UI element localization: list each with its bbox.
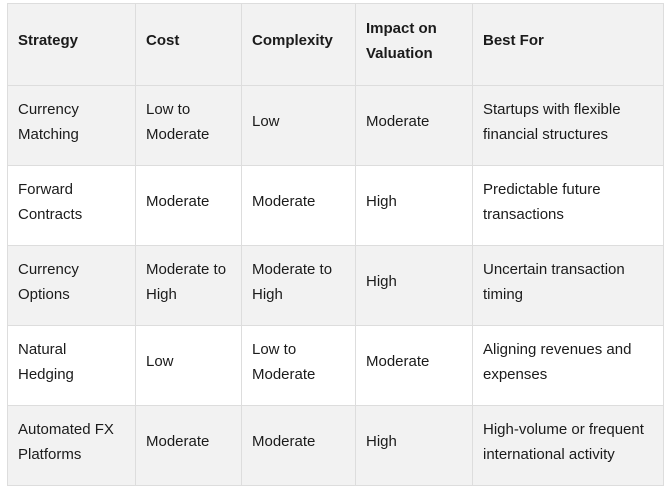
table-row: Currency Options Moderate to High Modera…: [7, 245, 664, 326]
column-header-strategy: Strategy: [7, 3, 136, 86]
table-cell: High: [355, 165, 473, 246]
table-cell: Low to Moderate: [241, 325, 356, 406]
table-cell: Forward Contracts: [7, 165, 136, 246]
table-cell: Startups with flexible financial structu…: [472, 85, 664, 166]
column-header-cost: Cost: [135, 3, 242, 86]
header-row: Strategy Cost Complexity Impact on Valua…: [7, 3, 664, 86]
table-cell: Moderate: [355, 325, 473, 406]
column-header-best-for: Best For: [472, 3, 664, 86]
table-cell: Low: [241, 85, 356, 166]
table-cell: Moderate to High: [241, 245, 356, 326]
table-row: Forward Contracts Moderate Moderate High…: [7, 165, 664, 246]
table-cell: Aligning revenues and expenses: [472, 325, 664, 406]
table-cell: Moderate: [135, 165, 242, 246]
table-cell: Moderate: [241, 165, 356, 246]
strategy-comparison-table: Strategy Cost Complexity Impact on Valua…: [7, 3, 664, 486]
column-header-complexity: Complexity: [241, 3, 356, 86]
table-cell: High: [355, 405, 473, 486]
table-row: Automated FX Platforms Moderate Moderate…: [7, 405, 664, 486]
table-cell: Moderate: [355, 85, 473, 166]
table-cell: Currency Matching: [7, 85, 136, 166]
table-cell: Moderate: [241, 405, 356, 486]
table-cell: Low: [135, 325, 242, 406]
table-cell: High-volume or frequent international ac…: [472, 405, 664, 486]
table-cell: High: [355, 245, 473, 326]
column-header-impact-on-valuation: Impact on Valuation: [355, 3, 473, 86]
table-cell: Low to Moderate: [135, 85, 242, 166]
table-cell: Predictable future transactions: [472, 165, 664, 246]
table-row: Currency Matching Low to Moderate Low Mo…: [7, 85, 664, 166]
table-cell: Natural Hedging: [7, 325, 136, 406]
table-cell: Uncertain transaction timing: [472, 245, 664, 326]
table-cell: Moderate to High: [135, 245, 242, 326]
table-row: Natural Hedging Low Low to Moderate Mode…: [7, 325, 664, 406]
table-cell: Automated FX Platforms: [7, 405, 136, 486]
table-cell: Moderate: [135, 405, 242, 486]
table-cell: Currency Options: [7, 245, 136, 326]
